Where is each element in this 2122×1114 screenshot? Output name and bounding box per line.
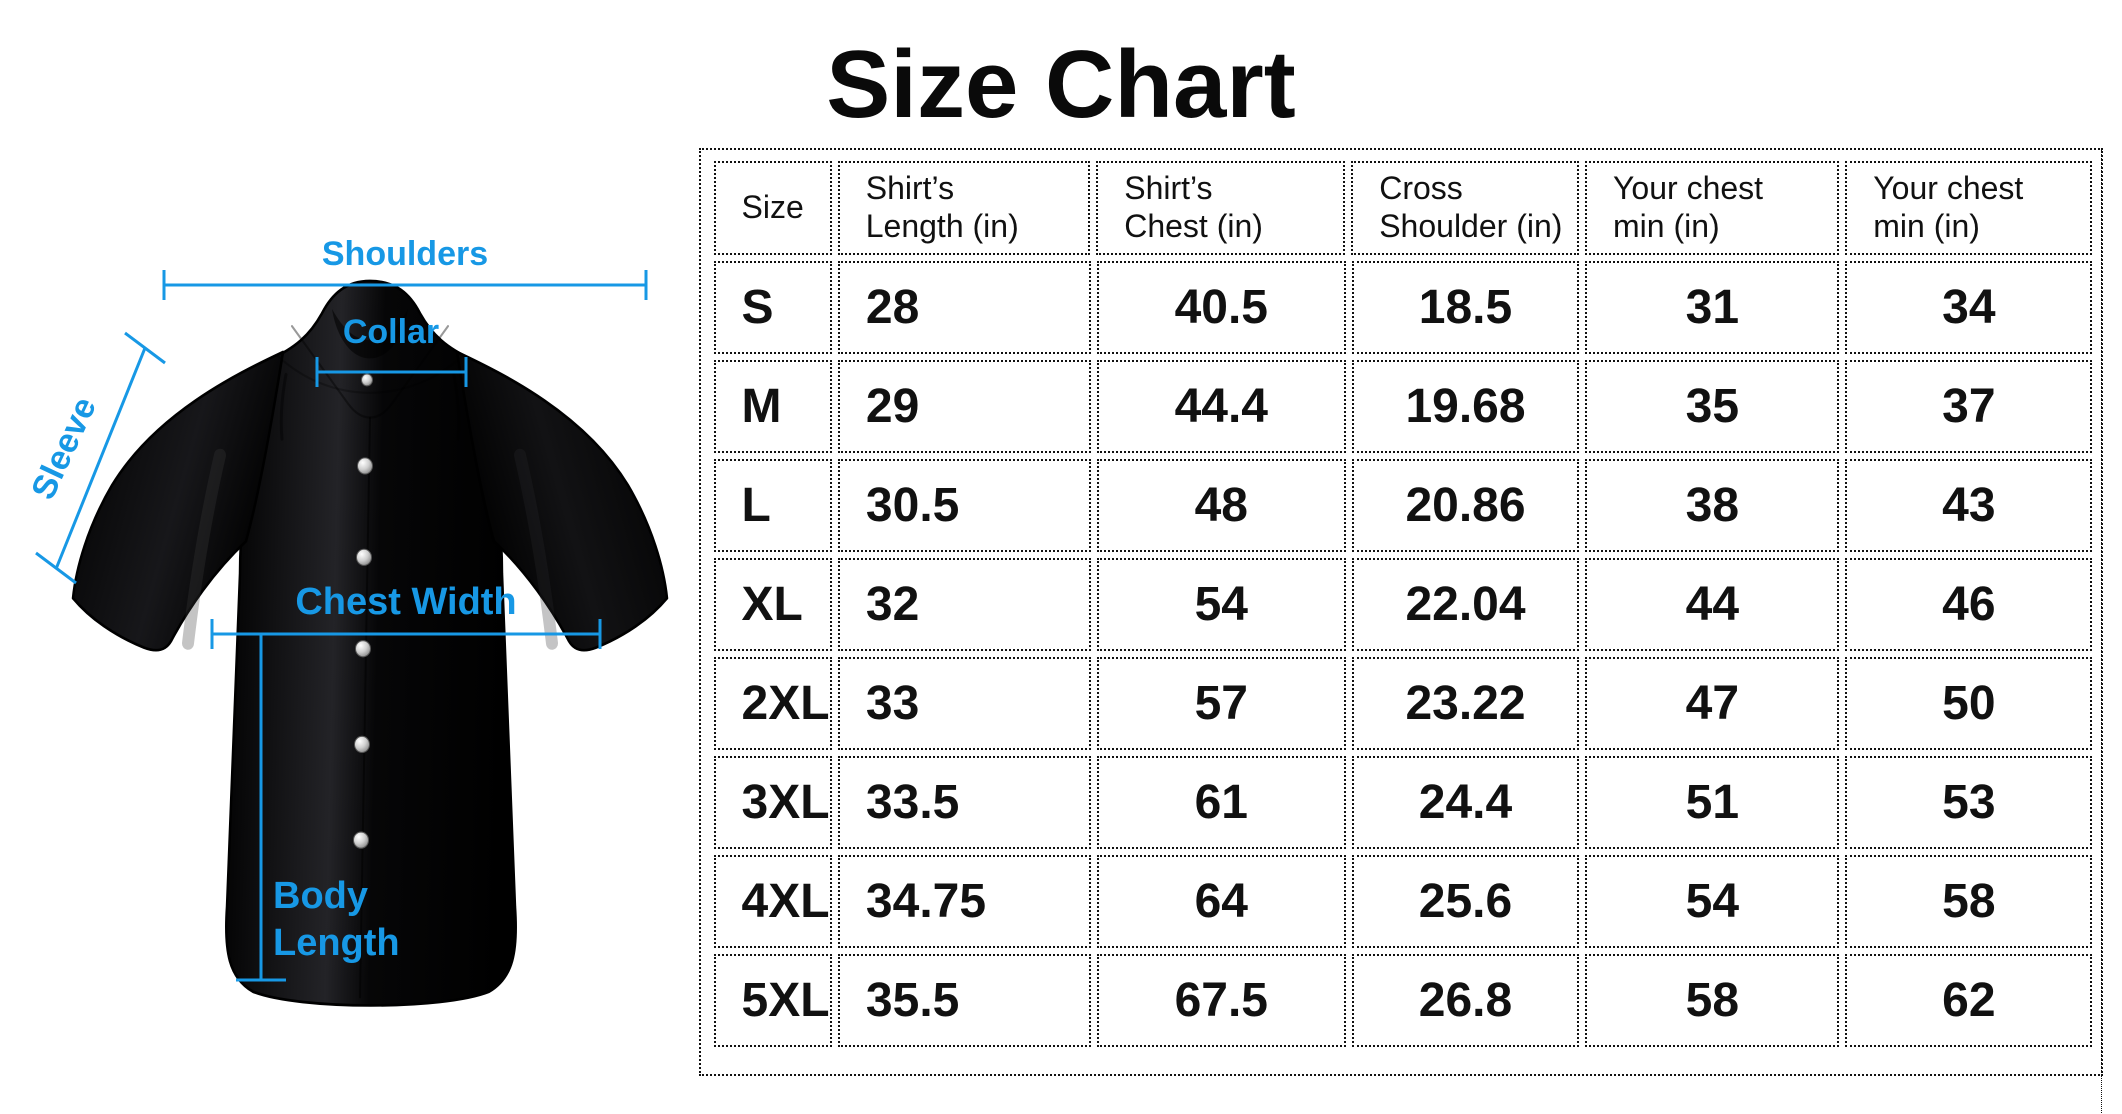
- svg-text:Shoulders: Shoulders: [322, 235, 488, 273]
- svg-text:Sleeve: Sleeve: [30, 391, 104, 505]
- svg-text:Length: Length: [273, 922, 400, 964]
- svg-text:Chest Width: Chest Width: [295, 581, 516, 623]
- svg-text:Body: Body: [273, 875, 368, 917]
- svg-text:Collar: Collar: [343, 313, 439, 351]
